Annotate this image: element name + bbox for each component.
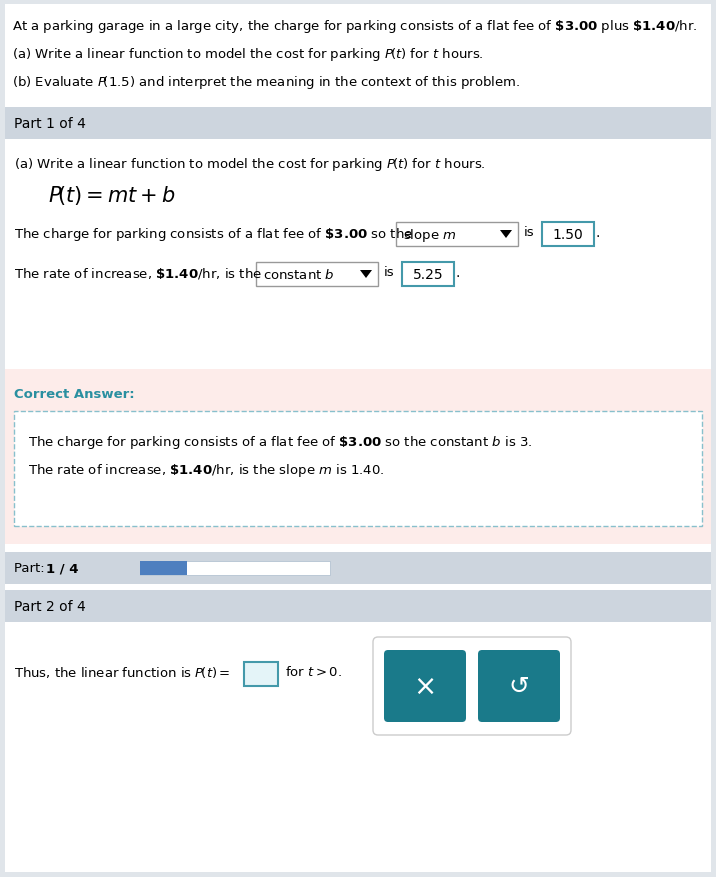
Text: is: is xyxy=(524,225,535,239)
Bar xyxy=(378,642,566,731)
Text: Thus, the linear function is $\mathit{P}\!\left(\mathit{t}\right)=$: Thus, the linear function is $\mathit{P}… xyxy=(14,664,231,679)
Text: 1.50: 1.50 xyxy=(553,228,584,242)
Text: At a parking garage in a large city, the charge for parking consists of a flat f: At a parking garage in a large city, the… xyxy=(12,18,697,35)
Polygon shape xyxy=(500,231,512,239)
Bar xyxy=(5,623,711,864)
Bar xyxy=(396,223,518,246)
Text: Correct Answer:: Correct Answer: xyxy=(14,388,135,401)
Text: ×: × xyxy=(413,673,437,700)
FancyBboxPatch shape xyxy=(384,650,466,722)
Text: The rate of increase, $\mathbf{\$1.40}$/hr, is the slope $\mathit{m}$ is 1.40.: The rate of increase, $\mathbf{\$1.40}$/… xyxy=(28,461,384,479)
Text: Part 2 of 4: Part 2 of 4 xyxy=(14,599,86,613)
Bar xyxy=(140,561,187,575)
Bar xyxy=(5,108,711,139)
Bar xyxy=(5,590,711,623)
Bar xyxy=(14,411,702,526)
Bar xyxy=(5,553,711,584)
Text: The charge for parking consists of a flat fee of $\mathbf{\$3.00}$ so the: The charge for parking consists of a fla… xyxy=(14,225,413,243)
FancyBboxPatch shape xyxy=(478,650,560,722)
Bar xyxy=(5,139,711,369)
Text: The rate of increase, $\mathbf{\$1.40}$/hr, is the: The rate of increase, $\mathbf{\$1.40}$/… xyxy=(14,266,262,281)
Text: (a) Write a linear function to model the cost for parking $\mathit{P}\!\left(\ma: (a) Write a linear function to model the… xyxy=(14,156,485,173)
Text: 1 / 4: 1 / 4 xyxy=(46,562,79,574)
Text: (a) Write a linear function to model the cost for parking $\mathit{P}\!\left(\ma: (a) Write a linear function to model the… xyxy=(12,46,484,63)
Text: 5.25: 5.25 xyxy=(412,267,443,282)
Text: constant $\mathit{b}$: constant $\mathit{b}$ xyxy=(263,267,334,282)
Bar xyxy=(140,561,330,575)
Bar xyxy=(244,662,278,686)
Text: is: is xyxy=(384,266,395,279)
Text: (b) Evaluate $\mathit{P}\!\left(1.5\right)$ and interpret the meaning in the con: (b) Evaluate $\mathit{P}\!\left(1.5\righ… xyxy=(12,74,520,91)
Text: Part 1 of 4: Part 1 of 4 xyxy=(14,117,86,131)
Text: for $\mathit{t}>0.$: for $\mathit{t}>0.$ xyxy=(285,664,342,678)
Text: .: . xyxy=(456,266,460,280)
Bar xyxy=(402,263,454,287)
Polygon shape xyxy=(360,271,372,279)
Text: ↺: ↺ xyxy=(508,674,530,698)
FancyBboxPatch shape xyxy=(373,638,571,735)
Bar xyxy=(542,223,594,246)
Text: The charge for parking consists of a flat fee of $\mathbf{\$3.00}$ so the consta: The charge for parking consists of a fla… xyxy=(28,433,532,451)
Text: Part:: Part: xyxy=(14,562,49,574)
Bar xyxy=(256,263,378,287)
Text: slope $\mathit{m}$: slope $\mathit{m}$ xyxy=(403,226,457,243)
Text: $\mathit{P}\!\left(\mathit{t}\right)=\mathit{m}\mathit{t}+\mathit{b}$: $\mathit{P}\!\left(\mathit{t}\right)=\ma… xyxy=(48,184,175,207)
Text: .: . xyxy=(596,225,601,239)
Bar xyxy=(5,369,711,545)
